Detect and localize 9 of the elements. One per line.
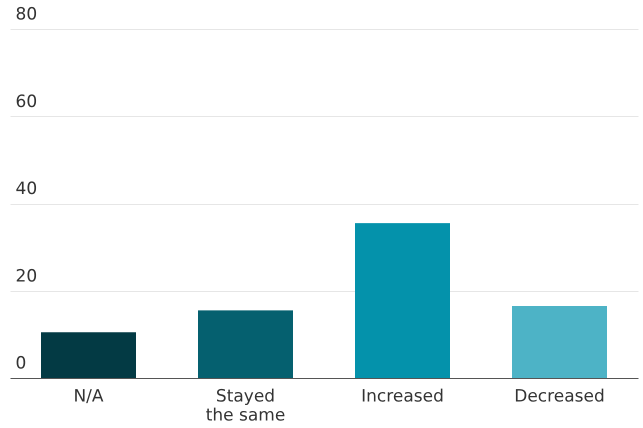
y-tick-label: 60 — [16, 92, 38, 112]
y-tick-label: 0 — [16, 354, 26, 374]
x-tick-label: Decreased — [514, 386, 605, 406]
x-tick-label: Increased — [361, 386, 444, 406]
x-tick-label: Stayed the same — [206, 386, 286, 426]
y-tick-label: 80 — [16, 4, 38, 24]
y-tick-label: 40 — [16, 179, 38, 199]
y-tick-label: 20 — [16, 266, 38, 286]
x-tick-label: N/A — [73, 386, 104, 406]
